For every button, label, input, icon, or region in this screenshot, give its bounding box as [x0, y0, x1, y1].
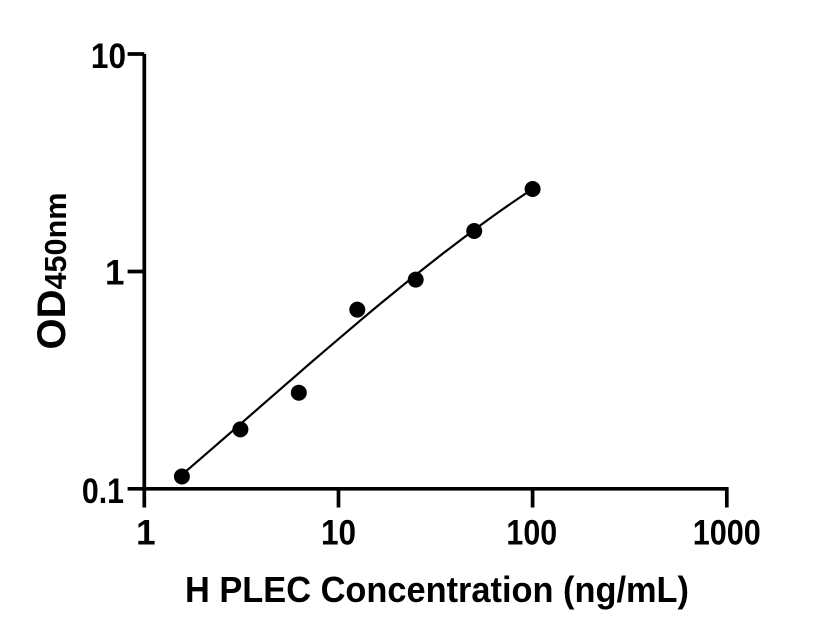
svg-text:0.1: 0.1	[82, 472, 124, 511]
svg-text:H PLEC Concentration (ng/mL): H PLEC Concentration (ng/mL)	[185, 569, 689, 610]
svg-text:1000: 1000	[693, 514, 761, 553]
svg-text:1: 1	[136, 514, 155, 553]
svg-text:1: 1	[105, 254, 124, 293]
svg-text:100: 100	[506, 514, 557, 553]
svg-text:OD450nm: OD450nm	[30, 193, 74, 350]
svg-text:10: 10	[321, 514, 356, 553]
svg-text:10: 10	[91, 37, 126, 76]
